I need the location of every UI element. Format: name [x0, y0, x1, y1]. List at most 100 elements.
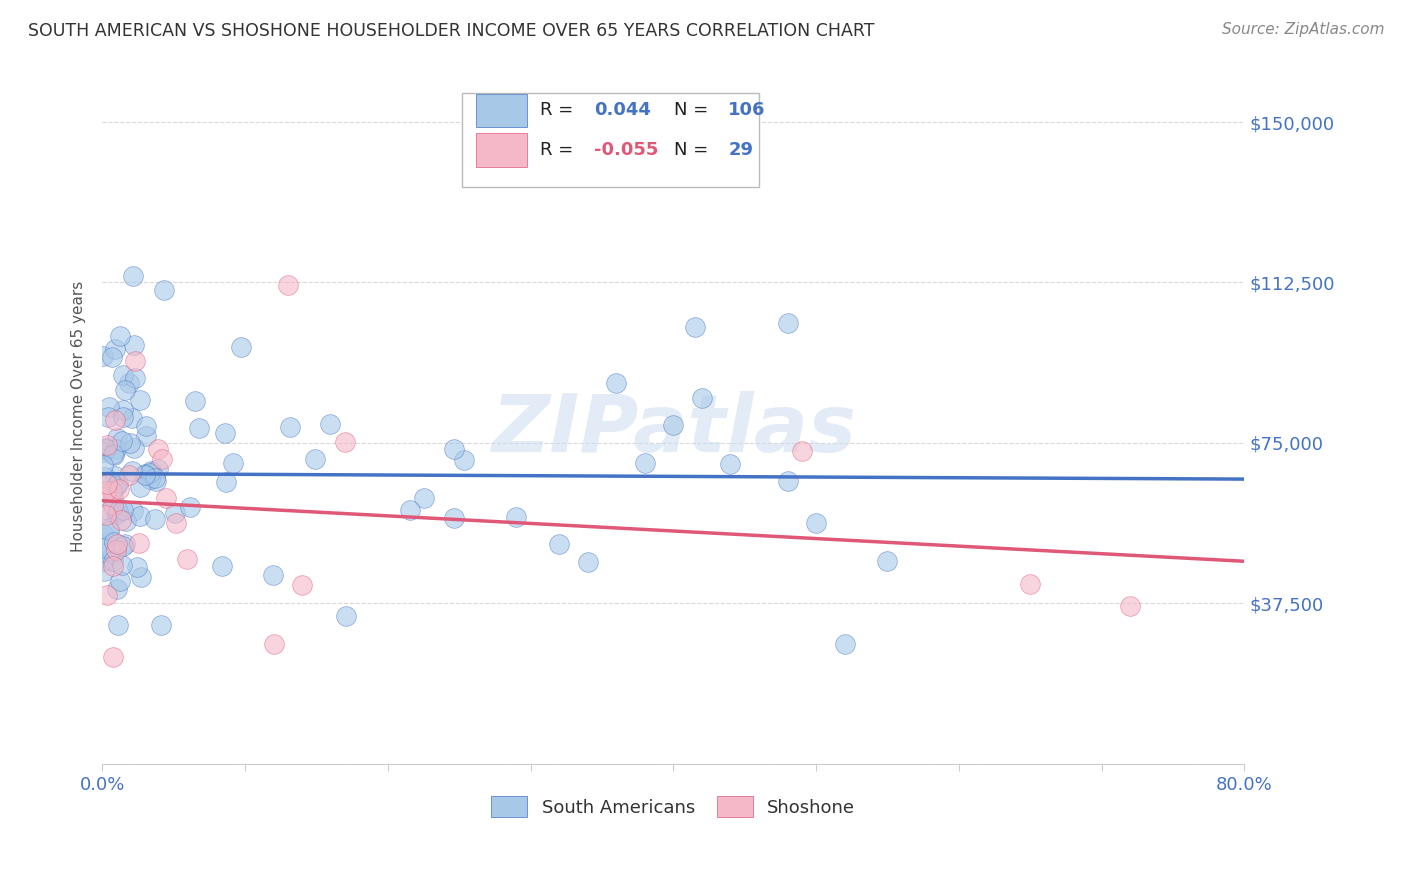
Point	[505, 510, 527, 524]
Point	[111, 402, 134, 417]
Point	[118, 376, 141, 390]
Point	[107, 476, 129, 491]
Point	[101, 483, 124, 498]
Point	[229, 341, 252, 355]
Point	[122, 338, 145, 352]
Point	[91, 541, 114, 556]
Text: 29: 29	[728, 141, 754, 159]
Point	[118, 468, 141, 483]
FancyBboxPatch shape	[463, 93, 759, 186]
Text: R =: R =	[540, 101, 579, 120]
Point	[110, 574, 132, 588]
Point	[277, 277, 299, 292]
Point	[443, 511, 465, 525]
Legend: South Americans, Shoshone: South Americans, Shoshone	[484, 789, 862, 824]
Point	[108, 328, 131, 343]
Point	[121, 268, 143, 283]
Point	[634, 456, 657, 470]
Point	[176, 552, 198, 566]
Point	[105, 431, 128, 445]
Point	[146, 461, 169, 475]
Point	[263, 637, 285, 651]
Point	[413, 491, 436, 505]
Point	[776, 316, 799, 330]
Point	[91, 349, 114, 363]
Point	[834, 637, 856, 651]
Point	[103, 448, 125, 462]
Point	[91, 527, 114, 541]
Point	[121, 411, 143, 425]
Point	[91, 445, 114, 459]
Point	[105, 582, 128, 597]
Point	[103, 342, 125, 356]
Point	[134, 467, 156, 481]
Point	[124, 371, 146, 385]
Point	[125, 560, 148, 574]
Bar	[475, 133, 527, 167]
Point	[184, 393, 207, 408]
Point	[111, 558, 134, 573]
Point	[101, 351, 124, 365]
Point	[187, 421, 209, 435]
Point	[876, 554, 898, 568]
Point	[108, 482, 131, 496]
Point	[103, 554, 125, 568]
Point	[280, 420, 302, 434]
Point	[105, 537, 128, 551]
Point	[148, 442, 170, 456]
Point	[111, 502, 134, 516]
Point	[576, 555, 599, 569]
Point	[93, 554, 115, 568]
Y-axis label: Householder Income Over 65 years: Householder Income Over 65 years	[72, 281, 86, 552]
Point	[776, 474, 799, 488]
Point	[163, 506, 186, 520]
Point	[135, 429, 157, 443]
Point	[103, 534, 125, 549]
Text: N =: N =	[675, 101, 714, 120]
Point	[98, 521, 121, 535]
Point	[105, 507, 128, 521]
Point	[135, 419, 157, 434]
Point	[128, 535, 150, 549]
Point	[153, 284, 176, 298]
Point	[149, 617, 172, 632]
Point	[96, 483, 118, 498]
Point	[662, 417, 685, 432]
Point	[683, 320, 706, 334]
Text: N =: N =	[675, 141, 714, 159]
Point	[1019, 577, 1042, 591]
Point	[215, 475, 238, 489]
Point	[112, 539, 135, 553]
Point	[155, 491, 177, 505]
Bar	[475, 94, 527, 127]
Text: -0.055: -0.055	[595, 141, 659, 159]
Point	[139, 466, 162, 480]
Text: Source: ZipAtlas.com: Source: ZipAtlas.com	[1222, 22, 1385, 37]
Point	[101, 491, 124, 506]
Point	[122, 441, 145, 455]
Point	[94, 442, 117, 457]
Text: R =: R =	[540, 141, 579, 159]
Point	[605, 376, 627, 390]
Point	[690, 392, 713, 406]
Point	[304, 451, 326, 466]
Point	[94, 508, 117, 522]
Point	[143, 512, 166, 526]
Point	[214, 425, 236, 440]
Point	[110, 513, 132, 527]
Point	[107, 617, 129, 632]
Point	[101, 649, 124, 664]
Point	[548, 536, 571, 550]
Point	[97, 410, 120, 425]
Point	[443, 442, 465, 457]
Point	[262, 568, 284, 582]
Point	[143, 471, 166, 485]
Point	[134, 467, 156, 482]
Point	[105, 477, 128, 491]
Point	[141, 464, 163, 478]
Point	[114, 384, 136, 398]
Point	[101, 558, 124, 573]
Point	[165, 516, 187, 531]
Point	[96, 438, 118, 452]
Point	[145, 474, 167, 488]
